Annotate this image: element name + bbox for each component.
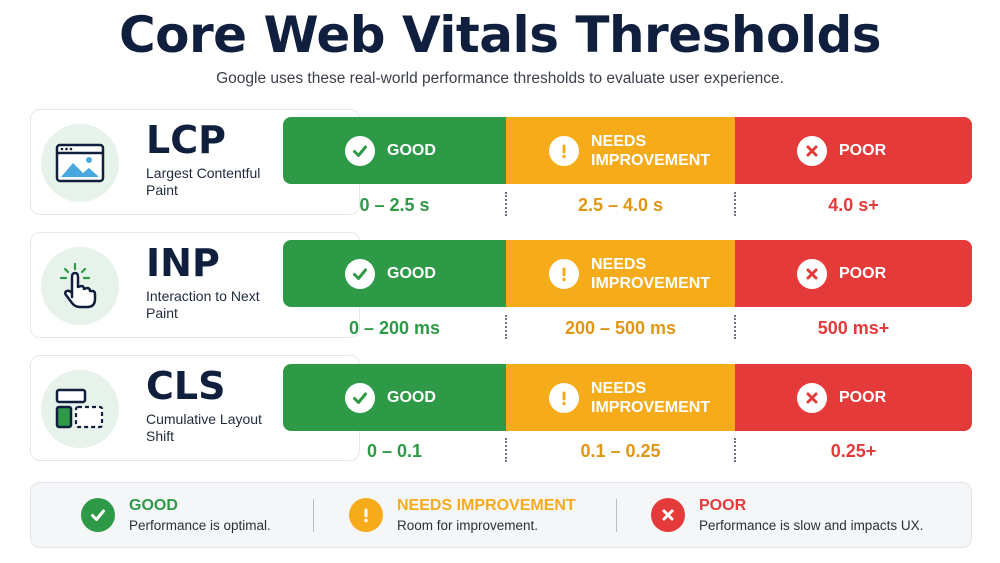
needs-range-inp: 200 – 500 ms (564, 318, 677, 338)
good-range-inp: 0 – 200 ms (348, 318, 441, 338)
layout-shift-icon (41, 370, 119, 448)
good-range-cls: 0 – 0.1 (366, 441, 423, 461)
image-window-icon (41, 124, 119, 202)
threshold-divider (505, 192, 507, 216)
x-icon (651, 498, 685, 532)
threshold-divider (734, 438, 736, 462)
check-icon (345, 258, 375, 289)
good-label: GOOD (387, 265, 436, 282)
poor-range-inp: 500 ms+ (817, 318, 890, 338)
good-label: GOOD (387, 142, 436, 159)
legend-description: Performance is slow and impacts UX. (699, 517, 924, 533)
check-icon (345, 135, 375, 166)
good-bar-lcp: GOOD (283, 117, 506, 184)
metric-full-name: Interaction to Next Paint (146, 288, 260, 321)
check-icon (345, 382, 375, 413)
legend-divider (313, 499, 314, 532)
legend-title: POOR (699, 496, 747, 514)
metric-abbr: LCP (146, 118, 226, 162)
metric-abbr: INP (146, 241, 220, 285)
legend-title: GOOD (129, 496, 178, 514)
tap-hand-icon (41, 247, 119, 325)
poor-bar-lcp: POOR (735, 117, 972, 184)
metric-abbr: CLS (146, 364, 226, 408)
good-range-lcp: 0 – 2.5 s (359, 195, 430, 215)
legend-description: Performance is optimal. (129, 517, 271, 533)
poor-range-cls: 0.25+ (830, 441, 877, 461)
needs-label: NEEDS IMPROVEMENT (591, 132, 711, 169)
needs-bar-lcp: NEEDS IMPROVEMENT (506, 117, 735, 184)
good-bar-cls: GOOD (283, 364, 506, 431)
poor-bar-cls: POOR (735, 364, 972, 431)
legend: GOOD Performance is optimal. NEEDS IMPRO… (30, 482, 972, 548)
needs-label: NEEDS IMPROVEMENT (591, 379, 711, 416)
legend-needs-improvement: NEEDS IMPROVEMENT Room for improvement. (349, 483, 576, 547)
legend-description: Room for improvement. (397, 517, 539, 533)
poor-label: POOR (839, 265, 887, 282)
poor-range-lcp: 4.0 s+ (828, 195, 879, 215)
exclamation-icon (549, 258, 579, 289)
exclamation-icon (349, 498, 383, 532)
good-bar-inp: GOOD (283, 240, 506, 307)
poor-bar-inp: POOR (735, 240, 972, 307)
threshold-divider (734, 315, 736, 339)
needs-bar-inp: NEEDS IMPROVEMENT (506, 240, 735, 307)
x-icon (797, 382, 827, 413)
needs-range-lcp: 2.5 – 4.0 s (577, 195, 664, 215)
legend-title: NEEDS IMPROVEMENT (397, 496, 576, 514)
page-title: Core Web Vitals Thresholds (118, 6, 882, 64)
exclamation-icon (549, 382, 579, 413)
threshold-divider (505, 438, 507, 462)
page-subtitle: Google uses these real-world performance… (216, 70, 784, 87)
poor-label: POOR (839, 389, 887, 406)
metric-full-name: Largest Contentful Paint (146, 165, 261, 198)
good-label: GOOD (387, 389, 436, 406)
check-icon (81, 498, 115, 532)
threshold-divider (505, 315, 507, 339)
needs-label: NEEDS IMPROVEMENT (591, 255, 711, 292)
legend-good: GOOD Performance is optimal. (81, 483, 271, 547)
needs-range-cls: 0.1 – 0.25 (580, 441, 661, 461)
threshold-divider (734, 192, 736, 216)
metric-full-name: Cumulative Layout Shift (146, 411, 262, 444)
legend-divider (616, 499, 617, 532)
x-icon (797, 135, 827, 166)
needs-bar-cls: NEEDS IMPROVEMENT (506, 364, 735, 431)
legend-poor: POOR Performance is slow and impacts UX. (651, 483, 923, 547)
metric-card-inp: INP Interaction to Next Paint (30, 232, 360, 338)
exclamation-icon (549, 135, 579, 166)
x-icon (797, 258, 827, 289)
poor-label: POOR (839, 142, 887, 159)
